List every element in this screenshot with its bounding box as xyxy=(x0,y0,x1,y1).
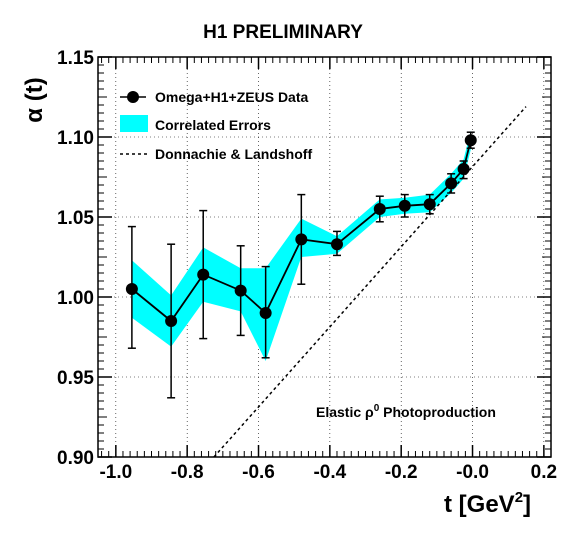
x-tick-label: -0.2 xyxy=(385,462,418,483)
x-tick-label: -0.8 xyxy=(171,462,204,483)
x-axis-title-sup: 2 xyxy=(515,489,523,506)
y-tick-label: 1.05 xyxy=(57,208,94,229)
chart-title: H1 PRELIMINARY xyxy=(203,22,363,43)
data-point xyxy=(423,198,436,211)
data-point xyxy=(259,307,272,319)
y-tick-label: 0.90 xyxy=(57,448,94,469)
x-axis-title-main: t [GeV xyxy=(444,491,515,518)
data-point xyxy=(330,238,343,251)
data-point xyxy=(398,199,411,212)
data-point xyxy=(125,283,138,295)
legend-label-band: Correlated Errors xyxy=(155,117,271,133)
data-point xyxy=(197,268,210,281)
theory-line xyxy=(213,106,527,458)
legend-label-dashed: Donnachie & Landshoff xyxy=(155,146,312,162)
legend-swatch-band xyxy=(120,115,148,132)
data-point xyxy=(445,177,458,190)
x-axis-title-tail: ] xyxy=(523,491,531,518)
y-tick-label: 1.15 xyxy=(57,48,94,69)
x-tick-label: -0.0 xyxy=(456,462,489,483)
legend-label-data: Omega+H1+ZEUS Data xyxy=(155,89,308,105)
plot-area: -1.0 -0.8 -0.6 -0.4 -0.2 -0.0 0.2 0.90 0.95 1.00 1… xyxy=(57,48,557,483)
annotation-tail: Photoproduction xyxy=(379,404,496,420)
data-point xyxy=(234,284,247,297)
y-tick-label: 1.00 xyxy=(57,288,94,309)
annotation-main: Elastic ρ xyxy=(316,404,374,420)
legend-marker-data xyxy=(120,91,146,103)
data-point xyxy=(457,163,470,175)
legend: Omega+H1+ZEUS Data Correlated Errors Don… xyxy=(120,89,312,162)
y-tick-label: 1.10 xyxy=(57,128,94,149)
x-tick-label: -0.6 xyxy=(242,462,275,483)
data-point xyxy=(165,315,178,327)
x-axis-title: t [GeV2] xyxy=(444,489,531,518)
data-point xyxy=(295,233,308,246)
y-axis-title: α (t) xyxy=(21,77,48,122)
x-tick-label: 0.2 xyxy=(531,462,557,483)
x-tick-label: -0.4 xyxy=(313,462,346,483)
annotation-sup: 0 xyxy=(374,403,380,414)
data-point xyxy=(373,203,386,215)
x-tick-label: -1.0 xyxy=(99,462,132,483)
y-tick-label: 0.95 xyxy=(57,368,94,389)
annotation: Elastic ρ0 Photoproduction xyxy=(316,403,496,420)
data-point xyxy=(464,134,477,147)
